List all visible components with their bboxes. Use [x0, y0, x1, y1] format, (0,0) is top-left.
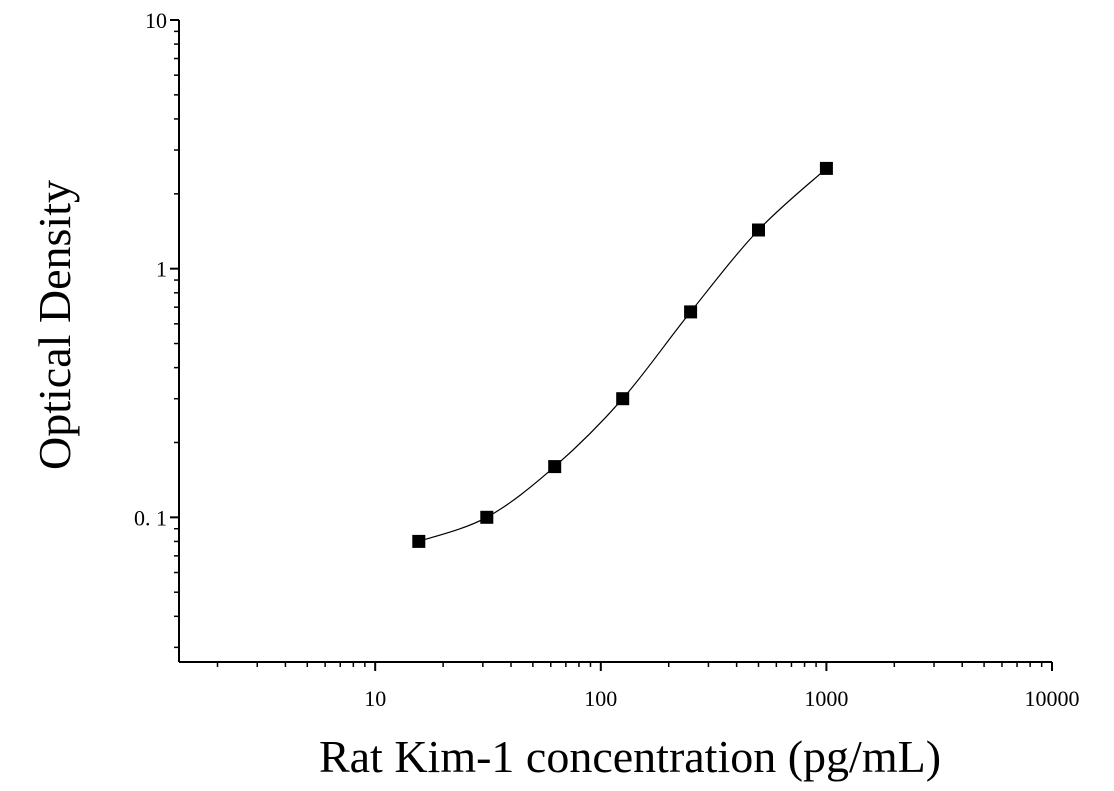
y-tick-label: 10 [145, 8, 167, 33]
axes: 10 100 1000 10000 0. 1 1 10 [134, 8, 1080, 711]
data-point [752, 223, 765, 237]
x-tick-label: 1000 [804, 686, 848, 711]
data-point [819, 161, 833, 175]
x-axis-title: Rat Kim-1 concentration (pg/mL) [319, 731, 941, 782]
data-markers [412, 161, 833, 548]
data-point [616, 392, 630, 406]
x-axis-ticks [216, 662, 1053, 671]
data-point [684, 305, 698, 319]
fit-curve [418, 167, 827, 542]
y-axis-ticks [170, 19, 179, 649]
x-tick-label: 100 [584, 686, 617, 711]
y-axis-title: Optical Density [29, 180, 80, 470]
x-tick-label: 10 [364, 686, 386, 711]
data-point [412, 534, 426, 548]
y-axis-tick-labels: 0. 1 1 10 [134, 8, 167, 530]
data-point [480, 510, 494, 524]
data-point [548, 460, 562, 474]
x-tick-label: 10000 [1025, 686, 1080, 711]
y-tick-label: 0. 1 [134, 505, 167, 530]
plot-area [412, 161, 833, 548]
y-tick-label: 1 [156, 257, 167, 282]
x-axis-tick-labels: 10 100 1000 10000 [364, 686, 1079, 711]
